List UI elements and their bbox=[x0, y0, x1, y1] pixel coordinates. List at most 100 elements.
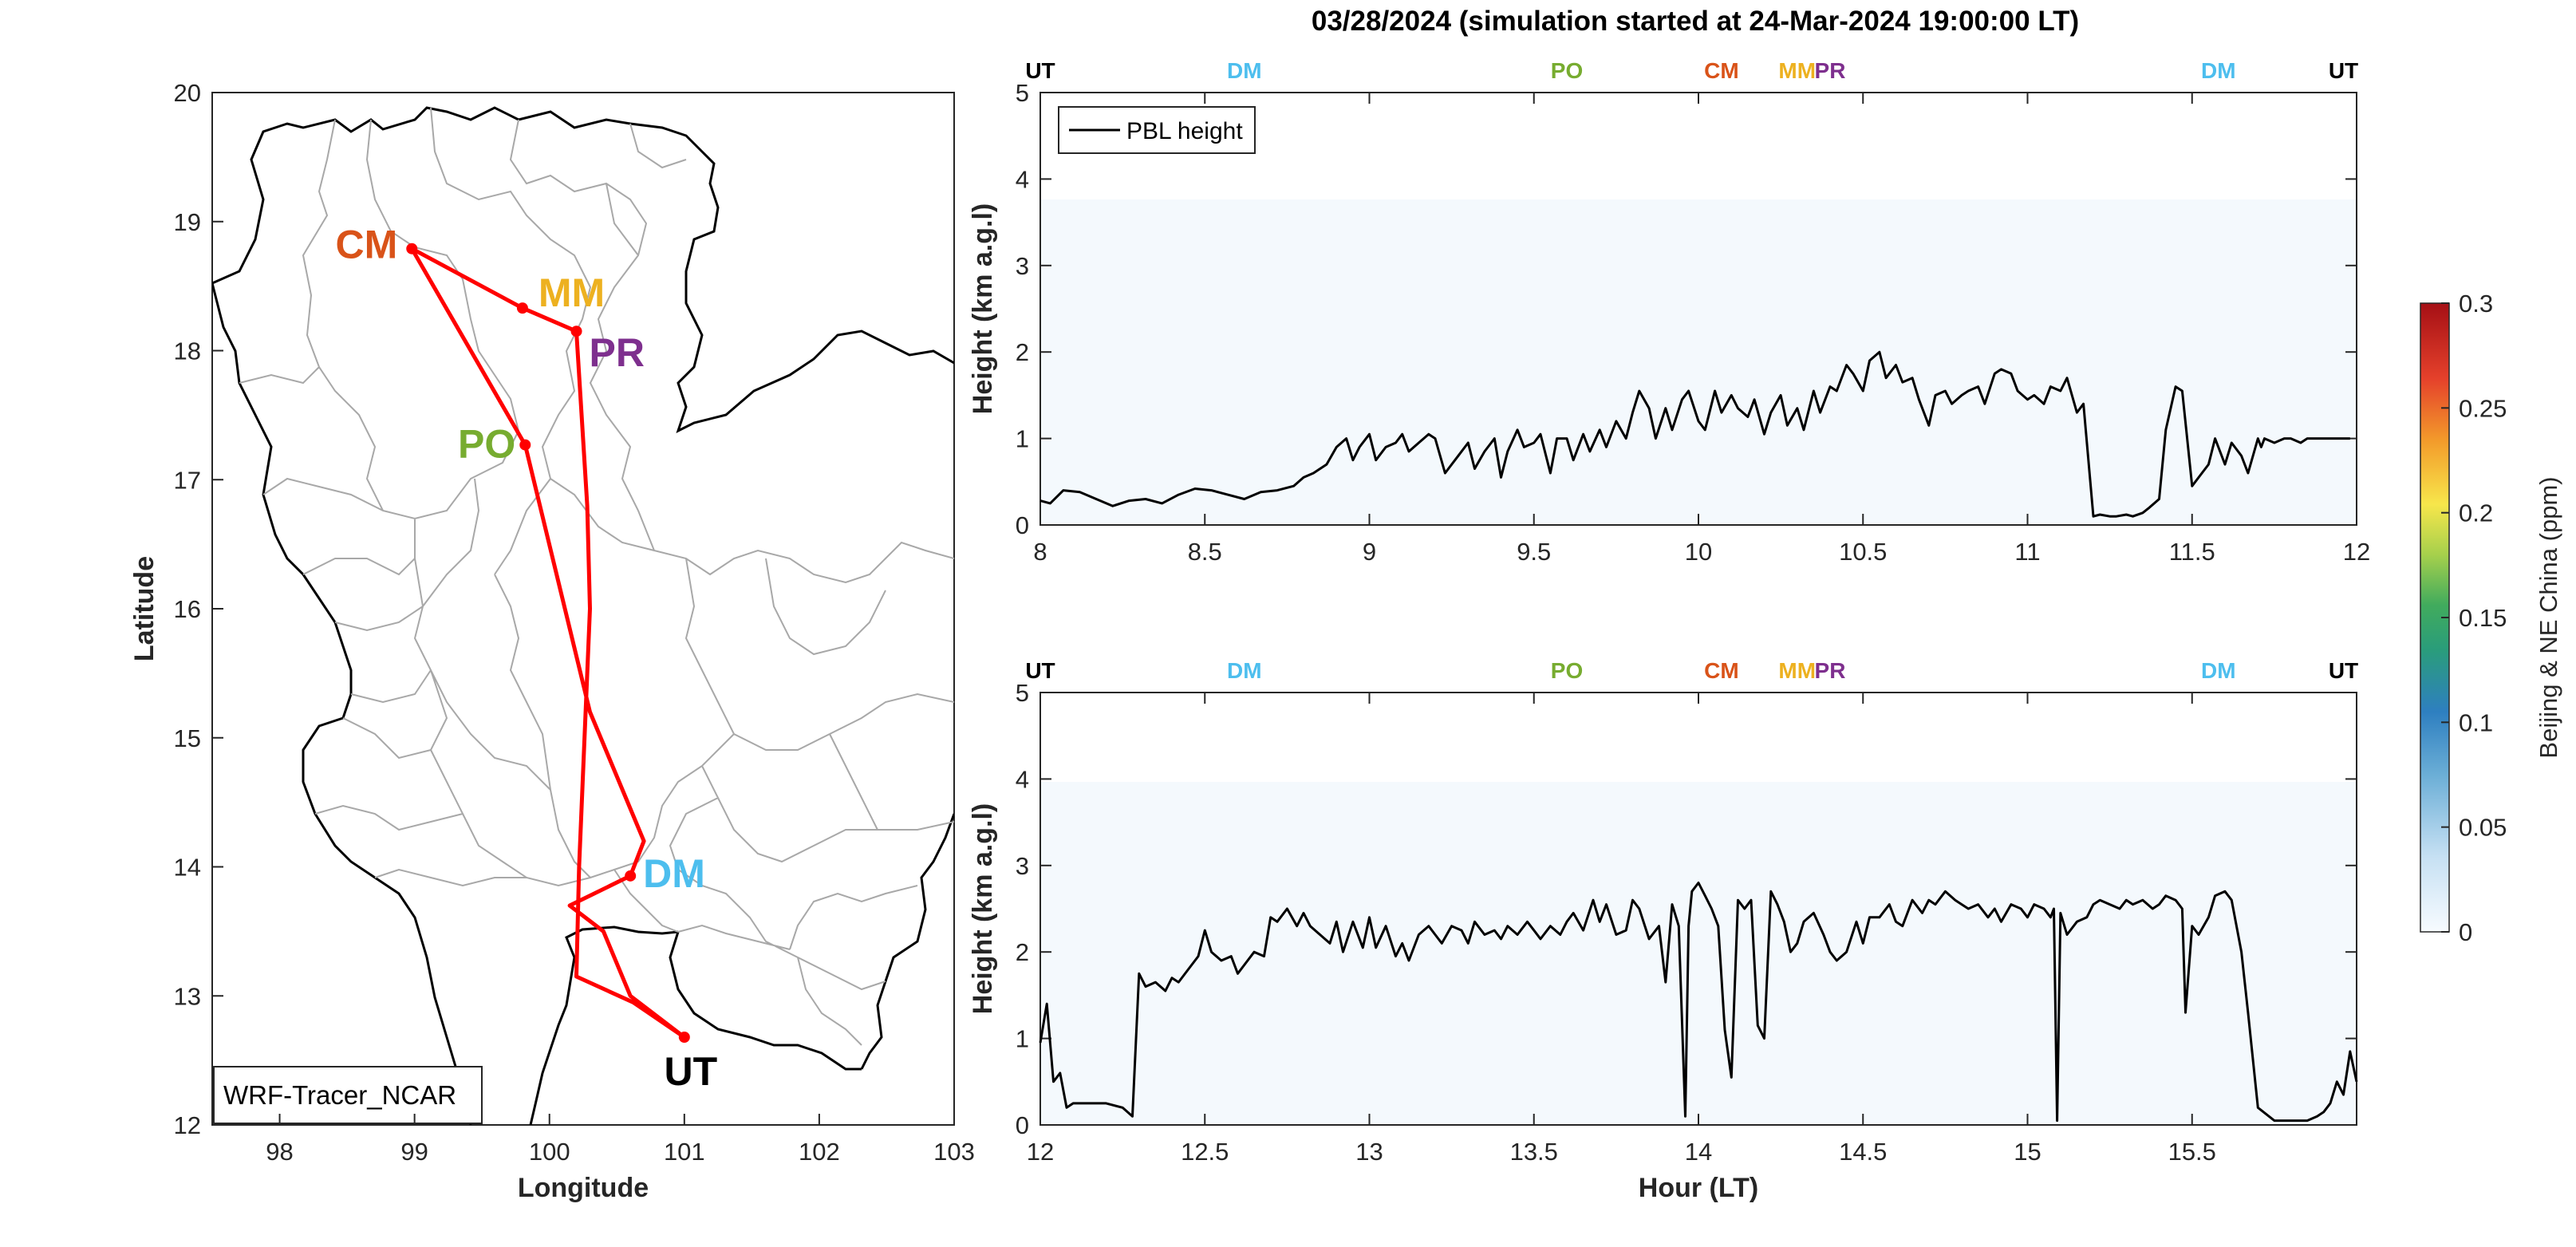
lower-y-tick-label: 3 bbox=[1016, 852, 1029, 880]
figure-title: 03/28/2024 (simulation started at 24-Mar… bbox=[1312, 6, 2079, 37]
site-label-cm: CM bbox=[335, 223, 397, 267]
colorbar-tick-label: 0.15 bbox=[2459, 604, 2507, 632]
pbl-legend-label: PBL height bbox=[1126, 118, 1243, 144]
map-boundaries bbox=[212, 106, 954, 1125]
lower-site-label-po: PO bbox=[1551, 658, 1583, 683]
map-y-tick-label: 20 bbox=[174, 79, 201, 107]
site-markers: CM MM PR PO DM UT bbox=[335, 223, 717, 1094]
upper-y-tick-label: 3 bbox=[1016, 252, 1029, 280]
lower-pbl-line bbox=[1039, 882, 2358, 1123]
colorbar: 0 0.05 0.1 0.15 0.2 0.25 0.3 Beijing & NE Chin… bbox=[2420, 290, 2562, 946]
lower-site-label-mm: MM bbox=[1778, 658, 1816, 683]
upper-site-label-ut: UT bbox=[1025, 58, 1055, 83]
map-x-tick-label: 100 bbox=[529, 1138, 570, 1166]
map-panel: CM MM PR PO DM UT WRF-Tracer_NCAR 98 99 100 101 1… bbox=[129, 79, 975, 1203]
map-y-axis-label: Latitude bbox=[129, 556, 160, 661]
colorbar-tick-label: 0 bbox=[2459, 918, 2472, 946]
colorbar-ticks: 0 0.05 0.1 0.15 0.2 0.25 0.3 bbox=[2441, 290, 2507, 946]
upper-x-tick-label: 9.5 bbox=[1517, 538, 1551, 566]
lower-y-tick-label: 1 bbox=[1016, 1025, 1029, 1053]
map-x-ticks: 98 99 100 101 102 103 bbox=[266, 1114, 975, 1166]
upper-site-label-cm: CM bbox=[1704, 58, 1739, 83]
site-label-pr: PR bbox=[590, 330, 645, 375]
lower-x-tick-label: 13.5 bbox=[1510, 1138, 1558, 1166]
lower-x-tick-label: 12 bbox=[1027, 1138, 1054, 1166]
colorbar-tick-label: 0.3 bbox=[2459, 290, 2493, 318]
upper-x-tick-label: 9 bbox=[1363, 538, 1376, 566]
model-label: WRF-Tracer_NCAR bbox=[223, 1080, 456, 1110]
upper-y-tick-label: 2 bbox=[1016, 338, 1029, 366]
upper-x-tick-label: 12 bbox=[2343, 538, 2370, 566]
site-label-po: PO bbox=[458, 422, 515, 467]
upper-y-tick-label: 0 bbox=[1016, 511, 1029, 539]
upper-x-tick-label: 11.5 bbox=[2169, 538, 2215, 566]
map-y-tick-label: 14 bbox=[174, 854, 201, 882]
site-label-mm: MM bbox=[538, 270, 605, 315]
country-border bbox=[212, 106, 954, 1125]
site-marker-po bbox=[519, 439, 531, 451]
colorbar-tick-label: 0.05 bbox=[2459, 814, 2507, 842]
lower-site-label-cm: CM bbox=[1704, 658, 1739, 683]
upper-site-label-mm: MM bbox=[1778, 58, 1816, 83]
upper-x-tick-label: 10 bbox=[1685, 538, 1712, 566]
upper-site-label-po: PO bbox=[1551, 58, 1583, 83]
model-label-box bbox=[213, 1066, 483, 1124]
site-label-dm: DM bbox=[643, 851, 705, 896]
lower-site-label-dm: DM bbox=[1227, 658, 1262, 683]
map-x-tick-label: 103 bbox=[933, 1138, 975, 1166]
upper-y-tick-label: 4 bbox=[1016, 165, 1029, 193]
lower-site-label-pr: PR bbox=[1815, 658, 1846, 683]
map-y-tick-label: 15 bbox=[174, 724, 201, 752]
lower-concentration-shading bbox=[1040, 782, 2357, 1125]
map-x-tick-label: 98 bbox=[266, 1138, 293, 1166]
colorbar-tick-label: 0.25 bbox=[2459, 394, 2507, 422]
upper-site-label-pr: PR bbox=[1815, 58, 1846, 83]
lower-y-tick-label: 2 bbox=[1016, 938, 1029, 966]
province-borders bbox=[239, 107, 954, 1046]
upper-y-axis-label: Height (km a.g.l) bbox=[968, 203, 998, 414]
map-y-tick-label: 17 bbox=[174, 466, 201, 494]
lower-x-tick-label: 13 bbox=[1355, 1138, 1383, 1166]
upper-x-tick-label: 8 bbox=[1033, 538, 1047, 566]
lower-site-label-dm: DM bbox=[2201, 658, 2236, 683]
lower-site-label-ut: UT bbox=[1025, 658, 1055, 683]
upper-y-tick-label: 1 bbox=[1016, 425, 1029, 453]
map-x-tick-label: 99 bbox=[400, 1138, 428, 1166]
site-marker-cm bbox=[406, 243, 418, 255]
lower-y-tick-label: 0 bbox=[1016, 1111, 1029, 1139]
upper-concentration-shading bbox=[1040, 199, 2357, 525]
colorbar-tick-label: 0.2 bbox=[2459, 499, 2493, 527]
lower-y-tick-label: 5 bbox=[1016, 679, 1029, 707]
site-marker-mm bbox=[516, 302, 528, 314]
map-axes-frame bbox=[211, 92, 955, 1126]
lower-x-tick-label: 12.5 bbox=[1181, 1138, 1229, 1166]
site-label-ut: UT bbox=[664, 1049, 717, 1094]
map-y-tick-label: 13 bbox=[174, 982, 201, 1010]
lower-x-axis-label: Hour (LT) bbox=[1639, 1173, 1758, 1203]
lower-y-axis-label: Height (km a.g.l) bbox=[968, 803, 998, 1014]
lower-y-tick-label: 4 bbox=[1016, 765, 1029, 793]
map-y-ticks: 12 13 14 15 16 17 18 19 20 bbox=[174, 79, 223, 1139]
lower-x-tick-label: 14 bbox=[1685, 1138, 1712, 1166]
site-marker-pr bbox=[570, 326, 582, 337]
upper-site-label-ut: UT bbox=[2329, 58, 2358, 83]
upper-pbl-line bbox=[1039, 350, 2350, 518]
colorbar-label: Beijing & NE China (ppm) bbox=[2535, 476, 2562, 758]
map-y-tick-label: 18 bbox=[174, 337, 201, 365]
lower-site-label-ut: UT bbox=[2329, 658, 2358, 683]
lower-x-tick-label: 15 bbox=[2014, 1138, 2041, 1166]
upper-x-tick-label: 11 bbox=[2014, 538, 2040, 566]
map-y-tick-label: 12 bbox=[174, 1111, 201, 1139]
upper-y-tick-label: 5 bbox=[1016, 79, 1029, 107]
map-x-tick-label: 101 bbox=[664, 1138, 705, 1166]
upper-site-label-dm: DM bbox=[1227, 58, 1262, 83]
upper-x-tick-label: 10.5 bbox=[1839, 538, 1887, 566]
upper-site-label-dm: DM bbox=[2201, 58, 2236, 83]
